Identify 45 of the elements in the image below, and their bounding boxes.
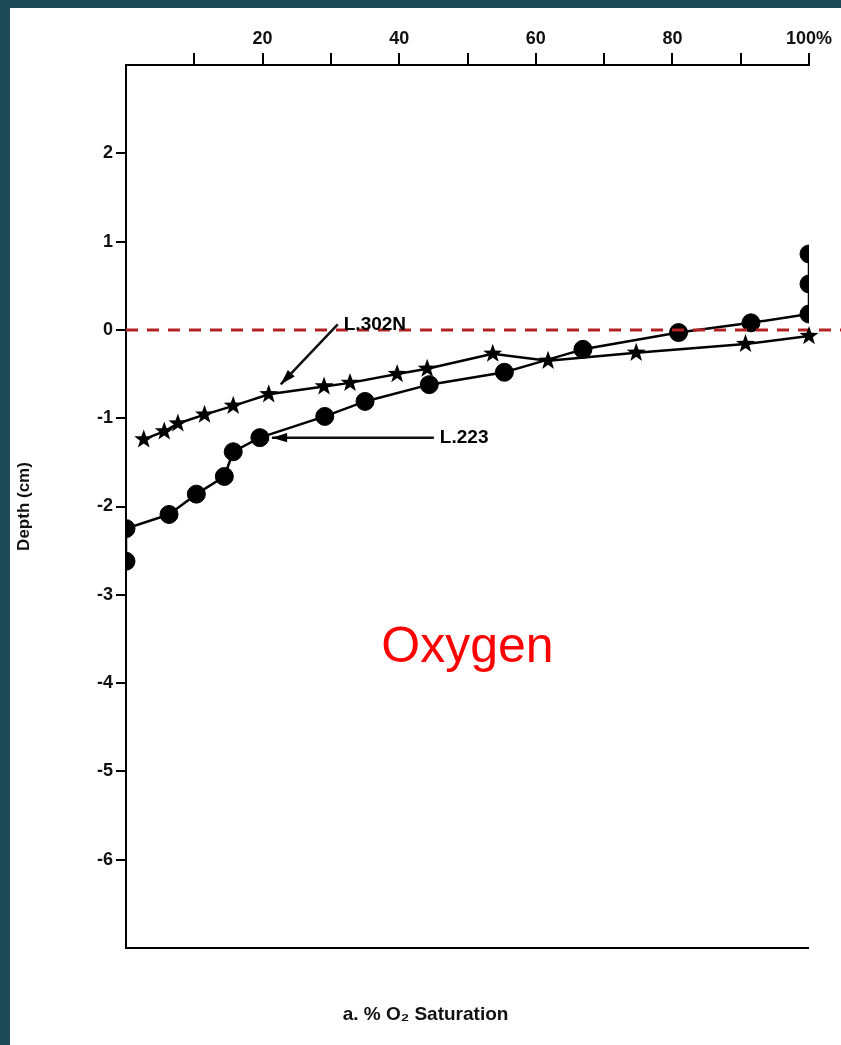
point (259, 384, 279, 403)
y-tick-label: 2 (102, 142, 113, 163)
point (799, 326, 819, 345)
y-tick-label: -6 (96, 848, 113, 869)
point (223, 442, 243, 462)
point (314, 376, 334, 395)
x-tick-label: 80 (662, 28, 683, 49)
point (626, 342, 646, 361)
point (417, 358, 437, 377)
x-tick-label: 20 (252, 28, 273, 49)
y-tick-label: 0 (102, 318, 113, 339)
point (250, 428, 270, 448)
x-axis-title: a. % O₂ Saturation (341, 1003, 510, 1025)
y-tick-label: 1 (102, 230, 113, 251)
point (195, 404, 215, 423)
point (214, 466, 234, 486)
y-tick-label: -5 (96, 760, 113, 781)
y-tick-label: -1 (96, 407, 113, 428)
point (573, 339, 593, 359)
point (387, 364, 407, 383)
annotation: Oxygen (381, 616, 554, 673)
series-label: L.223 (439, 425, 489, 447)
y-tick-label: -4 (96, 672, 113, 693)
point (154, 421, 174, 440)
point (355, 391, 375, 411)
point (186, 484, 206, 504)
x-tick-label: 40 (389, 28, 410, 49)
point (494, 362, 514, 382)
point (159, 504, 179, 524)
point (735, 334, 755, 353)
y-tick-label: -2 (96, 495, 113, 516)
point (538, 350, 558, 369)
x-tick-label: 100% (785, 28, 833, 49)
point (223, 395, 243, 414)
point (340, 372, 360, 391)
point (419, 375, 439, 395)
y-tick-label: -3 (96, 583, 113, 604)
x-tick-label: 60 (525, 28, 546, 49)
y-axis-title: Depth (cm) (13, 462, 33, 551)
point (134, 429, 154, 448)
point (483, 343, 503, 362)
series-label: L.302N (343, 312, 407, 334)
point (315, 406, 335, 426)
point (168, 413, 188, 432)
point (741, 313, 761, 333)
